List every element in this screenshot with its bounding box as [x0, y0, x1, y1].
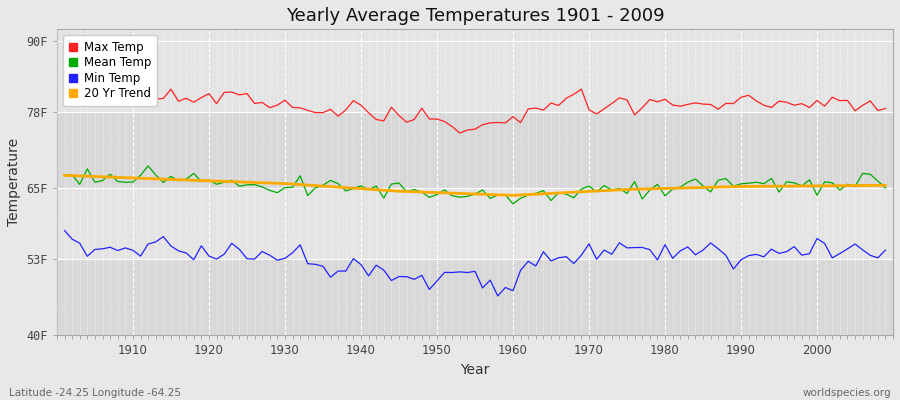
Text: worldspecies.org: worldspecies.org — [803, 388, 891, 398]
Bar — [57, 112, 893, 188]
Bar — [57, 188, 893, 259]
Legend: Max Temp, Mean Temp, Min Temp, 20 Yr Trend: Max Temp, Mean Temp, Min Temp, 20 Yr Tre… — [63, 35, 158, 106]
Bar — [57, 259, 893, 336]
Bar — [57, 41, 893, 112]
X-axis label: Year: Year — [460, 363, 490, 377]
Text: Latitude -24.25 Longitude -64.25: Latitude -24.25 Longitude -64.25 — [9, 388, 181, 398]
Title: Yearly Average Temperatures 1901 - 2009: Yearly Average Temperatures 1901 - 2009 — [285, 7, 664, 25]
Y-axis label: Temperature: Temperature — [7, 138, 21, 226]
